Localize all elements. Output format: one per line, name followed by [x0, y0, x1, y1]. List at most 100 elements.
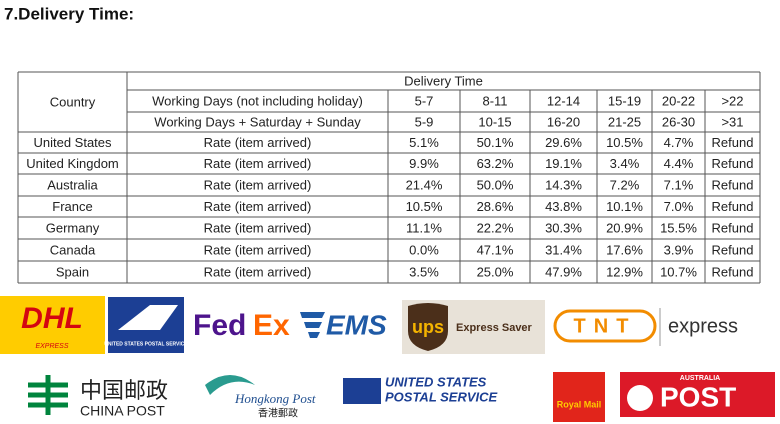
- rate-cell: 20.9%: [606, 220, 643, 235]
- tnt-sub: express: [668, 315, 738, 337]
- rate-cell: 22.2%: [477, 220, 514, 235]
- rate-cell: 3.4%: [610, 156, 640, 171]
- ups-sub: Express Saver: [456, 322, 533, 334]
- measure-cell: Rate (item arrived): [204, 135, 312, 150]
- rate-cell: 15.5%: [660, 220, 697, 235]
- rate-cell: 5.1%: [409, 135, 439, 150]
- rate-cell: 25.0%: [477, 264, 514, 279]
- rate-cell: 50.0%: [477, 177, 514, 192]
- range-cell: 26-30: [662, 114, 695, 129]
- fedex-b: Ex: [253, 309, 290, 342]
- rate-cell: 10.5%: [406, 199, 443, 214]
- rate-cell: 19.1%: [545, 156, 582, 171]
- logos: DHL EXPRESS UNITED STATES POSTAL SERVICE…: [0, 296, 775, 422]
- range-cell: 5-7: [415, 93, 434, 108]
- ems-text: EMS: [326, 309, 387, 340]
- range-cell: 20-22: [662, 93, 695, 108]
- usps-eagle: [343, 378, 381, 404]
- rate-cell: 14.3%: [545, 177, 582, 192]
- rate-cell: 17.6%: [606, 242, 643, 257]
- china-cn: 中国邮政: [80, 378, 168, 403]
- rate-cell: 7.2%: [610, 177, 640, 192]
- rate-cell: 10.7%: [660, 264, 697, 279]
- measure-cell: Rate (item arrived): [204, 156, 312, 171]
- range-cell: 12-14: [547, 93, 580, 108]
- rate-cell: 7.0%: [664, 199, 694, 214]
- usps-box-text: UNITED STATES POSTAL SERVICE: [104, 341, 188, 347]
- rate-cell: 47.9%: [545, 264, 582, 279]
- range-cell: 8-11: [482, 93, 507, 108]
- hk-post-mark: [205, 375, 255, 395]
- royal-text: Royal Mail: [557, 399, 602, 409]
- country-cell: Australia: [47, 177, 98, 192]
- range-cell: 10-15: [478, 114, 511, 129]
- country-cell: United States: [33, 135, 112, 150]
- country-cell: Canada: [50, 242, 96, 257]
- rate-cell: Refund: [712, 135, 754, 150]
- rate-cell: 4.4%: [664, 156, 694, 171]
- eagle: [118, 305, 178, 330]
- rate-cell: 28.6%: [477, 199, 514, 214]
- usps-a: UNITED STATES: [385, 374, 487, 389]
- range-cell: >31: [721, 114, 743, 129]
- fedex-a: Fed: [193, 309, 246, 342]
- rate-cell: 29.6%: [545, 135, 582, 150]
- dhl-text: DHL: [21, 302, 83, 335]
- measure-cell: Rate (item arrived): [204, 242, 312, 257]
- country-cell: France: [52, 199, 92, 214]
- ems-wings: [300, 312, 325, 338]
- china-post-mark: [28, 375, 68, 415]
- dhl-logo: [0, 296, 105, 354]
- rate-cell: 63.2%: [477, 156, 514, 171]
- measure-cell: Rate (item arrived): [204, 199, 312, 214]
- rate-cell: Refund: [712, 156, 754, 171]
- rate-cell: 43.8%: [545, 199, 582, 214]
- range-cell: 15-19: [608, 93, 641, 108]
- aus-mark: [627, 385, 653, 411]
- rate-cell: 31.4%: [545, 242, 582, 257]
- rate-cell: 50.1%: [477, 135, 514, 150]
- country-cell: United Kingdom: [26, 156, 119, 171]
- rate-cell: 10.5%: [606, 135, 643, 150]
- aus-a: AUSTRALIA: [680, 375, 720, 382]
- header-label: Working Days + Saturday + Sunday: [154, 114, 361, 129]
- aus-b: POST: [660, 381, 736, 412]
- tnt-text: TNT: [574, 315, 637, 337]
- measure-cell: Rate (item arrived): [204, 264, 312, 279]
- country-cell: Germany: [46, 220, 100, 235]
- rate-cell: Refund: [712, 199, 754, 214]
- ups-shield: [408, 303, 448, 351]
- table: Country Delivery Time Working Days (not in…: [17, 71, 761, 284]
- hk-en: Hongkong Post: [234, 391, 316, 406]
- rate-cell: 4.7%: [664, 135, 694, 150]
- dhl-sub: EXPRESS: [35, 343, 68, 350]
- rate-cell: 12.9%: [606, 264, 643, 279]
- rate-cell: 3.9%: [664, 242, 694, 257]
- rate-cell: 3.5%: [409, 264, 439, 279]
- rate-cell: 21.4%: [406, 177, 443, 192]
- usps-b: POSTAL SERVICE: [385, 389, 498, 404]
- rate-cell: Refund: [712, 264, 754, 279]
- range-cell: >22: [721, 93, 743, 108]
- range-cell: 16-20: [547, 114, 580, 129]
- china-en: CHINA POST: [80, 403, 165, 419]
- rate-cell: Refund: [712, 220, 754, 235]
- title: 7.Delivery Time:: [4, 4, 134, 23]
- ups-text: ups: [412, 317, 444, 337]
- measure-cell: Rate (item arrived): [204, 177, 312, 192]
- rate-cell: 47.1%: [477, 242, 514, 257]
- royal-mail-logo: [553, 372, 605, 422]
- measure-cell: Rate (item arrived): [204, 220, 312, 235]
- country-header: Country: [50, 94, 96, 109]
- rate-cell: 9.9%: [409, 156, 439, 171]
- hk-cn: 香港郵政: [258, 407, 298, 420]
- rate-cell: Refund: [712, 242, 754, 257]
- group-header: Delivery Time: [404, 73, 483, 88]
- range-cell: 5-9: [415, 114, 434, 129]
- tnt-ring: [553, 309, 657, 343]
- rate-cell: Refund: [712, 177, 754, 192]
- rate-cell: 11.1%: [406, 220, 442, 235]
- country-cell: Spain: [56, 264, 89, 279]
- rate-cell: 30.3%: [545, 220, 582, 235]
